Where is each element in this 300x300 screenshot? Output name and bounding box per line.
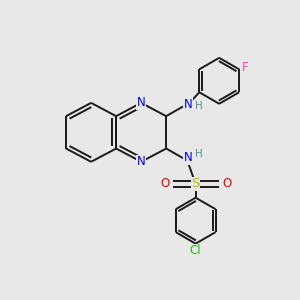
Text: S: S [191, 177, 200, 190]
Text: F: F [242, 61, 249, 74]
Text: H: H [195, 101, 203, 111]
Text: O: O [222, 177, 231, 190]
Text: O: O [160, 177, 169, 190]
Text: N: N [184, 98, 193, 111]
Text: H: H [195, 149, 203, 159]
Text: Cl: Cl [190, 244, 202, 257]
Text: N: N [137, 96, 146, 110]
Text: N: N [184, 152, 193, 164]
Text: N: N [137, 155, 146, 168]
